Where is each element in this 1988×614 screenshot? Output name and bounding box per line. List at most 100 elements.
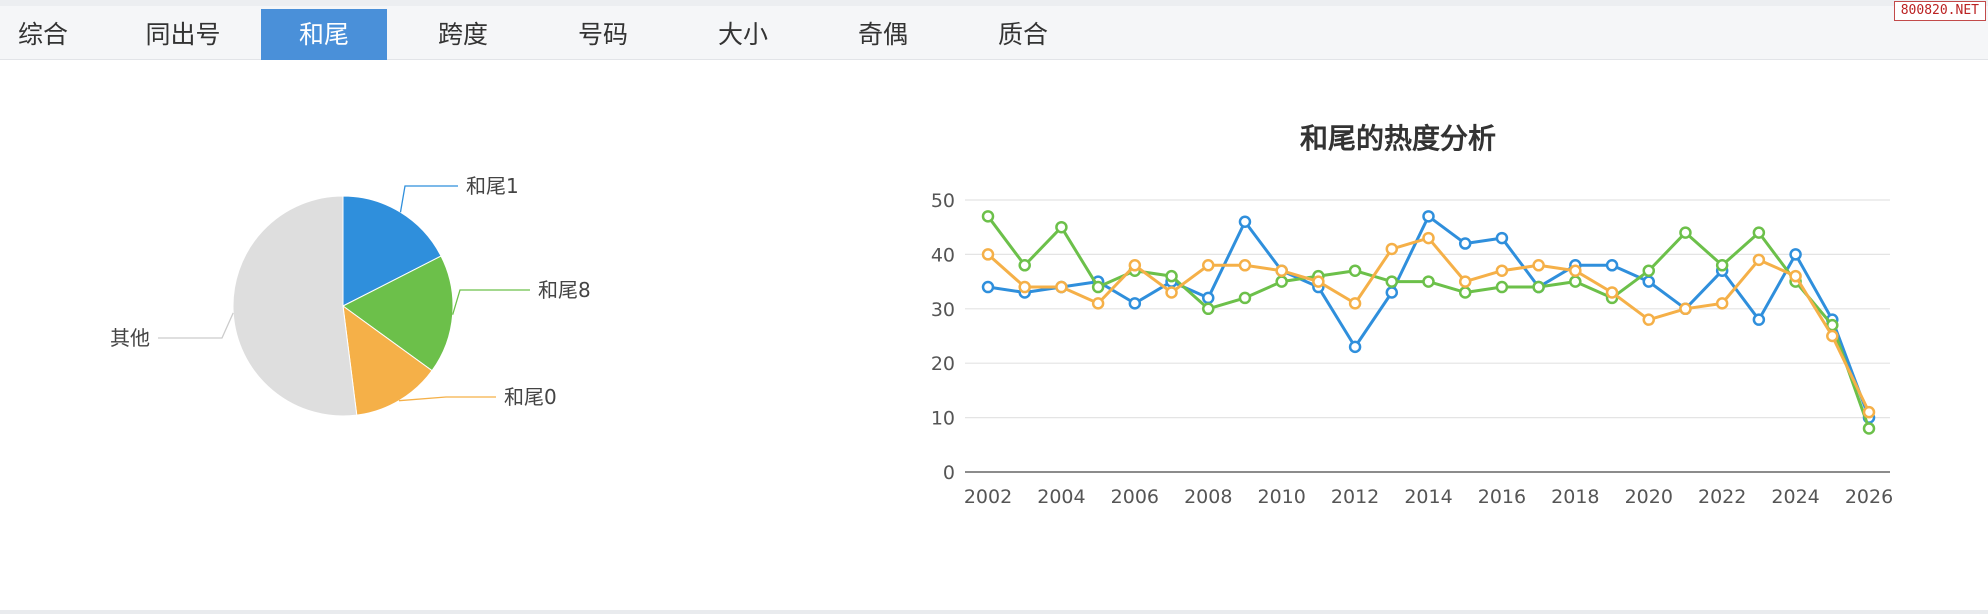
series-0-point-2023[interactable] — [1752, 313, 1766, 326]
series-0-point-2013[interactable] — [1385, 286, 1399, 299]
pie-slice-3[interactable] — [232, 195, 358, 417]
series-2-point-2026[interactable] — [1862, 405, 1876, 419]
series-2-point-2002[interactable] — [981, 248, 995, 261]
y-tick-10: 10 — [931, 408, 955, 430]
series-2-point-2022[interactable] — [1715, 297, 1729, 310]
series-line-1 — [986, 215, 1871, 429]
series-0-point-2006[interactable] — [1128, 297, 1142, 310]
series-2-point-2021[interactable] — [1679, 302, 1692, 316]
series-1-point-2002[interactable] — [981, 210, 995, 223]
series-1-point-2004[interactable] — [1055, 220, 1068, 234]
series-1-point-2012[interactable] — [1348, 264, 1362, 277]
series-2-point-2014[interactable] — [1422, 231, 1435, 245]
x-tick-2012: 2012 — [1331, 486, 1379, 508]
x-tick-2002: 2002 — [964, 486, 1012, 508]
series-line-2 — [987, 236, 1871, 413]
series-2-point-2009[interactable] — [1238, 259, 1252, 272]
y-tick-50: 50 — [931, 190, 955, 212]
series-2-point-2005[interactable] — [1091, 297, 1105, 310]
x-tick-2010: 2010 — [1257, 486, 1305, 508]
tab-daxiao[interactable]: 大小 — [717, 20, 768, 49]
pie-label-3: 其他 — [110, 326, 150, 350]
tab-hewei[interactable]: 和尾 — [261, 9, 387, 60]
series-1-point-2022[interactable] — [1715, 259, 1729, 272]
pie-label-0: 和尾1 — [466, 174, 519, 198]
x-tick-2014: 2014 — [1404, 486, 1452, 508]
series-2-point-2013[interactable] — [1385, 242, 1399, 256]
x-tick-2020: 2020 — [1625, 486, 1673, 508]
pie-chart: 和尾1 和尾8 和尾0 其他 — [110, 174, 591, 417]
series-0-point-2020[interactable] — [1642, 275, 1655, 288]
x-tick-2024: 2024 — [1771, 486, 1819, 508]
series-1-point-2018[interactable] — [1569, 275, 1582, 288]
series-2-point-2015[interactable] — [1458, 275, 1472, 288]
line-chart-title: 和尾的热度分析 — [1300, 122, 1496, 155]
series-1-point-2023[interactable] — [1752, 226, 1766, 239]
tab-kuadu[interactable]: 跨度 — [437, 20, 488, 49]
series-0-point-2012[interactable] — [1348, 340, 1362, 354]
pie-label-1: 和尾8 — [538, 278, 591, 302]
site-watermark: 800820.NET — [1893, 1, 1986, 21]
tab-zhihe[interactable]: 质合 — [997, 20, 1048, 49]
series-2-point-2011[interactable] — [1312, 275, 1325, 288]
series-1-point-2013[interactable] — [1385, 275, 1399, 288]
series-1-point-2007[interactable] — [1165, 269, 1178, 283]
pie-leader-line-1 — [452, 289, 530, 315]
series-line-0 — [987, 214, 1871, 419]
x-tick-2022: 2022 — [1698, 486, 1746, 508]
y-tick-30: 30 — [931, 299, 955, 321]
series-0-point-2008[interactable] — [1202, 291, 1215, 305]
series-2-point-2018[interactable] — [1569, 264, 1582, 277]
series-2-point-2010[interactable] — [1275, 264, 1288, 277]
series-2-point-2012[interactable] — [1348, 297, 1362, 310]
series-0-point-2015[interactable] — [1458, 237, 1472, 250]
y-tick-0: 0 — [943, 462, 955, 484]
pie-label-2: 和尾0 — [504, 385, 557, 409]
series-1-point-2026[interactable] — [1862, 422, 1876, 435]
tab-zonghe[interactable]: 综合 — [17, 20, 68, 49]
series-0-point-2009[interactable] — [1238, 215, 1252, 229]
series-2-point-2017[interactable] — [1532, 259, 1545, 272]
series-1-point-2017[interactable] — [1532, 280, 1545, 294]
series-0-point-2014[interactable] — [1422, 210, 1435, 223]
series-0-point-2016[interactable] — [1495, 231, 1509, 245]
pie-leader-line-0 — [399, 185, 458, 213]
pie-leader-line-2 — [398, 396, 496, 402]
series-1-point-2014[interactable] — [1422, 275, 1435, 288]
pie-leader-line-3 — [158, 312, 234, 339]
series-0-point-2002[interactable] — [981, 280, 995, 294]
tab-bar: 综合 同出号 和尾 跨度 号码 大小 奇偶 质合 — [0, 0, 1988, 60]
tab-tongchuhao[interactable]: 同出号 — [145, 20, 221, 49]
series-0-point-2024[interactable] — [1789, 248, 1802, 261]
series-2-point-2020[interactable] — [1642, 313, 1655, 326]
series-2-point-2008[interactable] — [1202, 259, 1215, 272]
series-1-point-2021[interactable] — [1679, 226, 1692, 239]
series-2-point-2004[interactable] — [1055, 280, 1068, 294]
tab-haoma[interactable]: 号码 — [577, 20, 628, 49]
series-2-point-2003[interactable] — [1018, 280, 1031, 294]
y-tick-40: 40 — [931, 244, 955, 266]
series-1-point-2008[interactable] — [1202, 302, 1215, 316]
series-1-point-2010[interactable] — [1275, 275, 1288, 288]
series-0-point-2019[interactable] — [1605, 259, 1619, 272]
bottom-divider — [0, 610, 1988, 614]
x-tick-2026: 2026 — [1845, 486, 1893, 508]
series-1-point-2003[interactable] — [1018, 259, 1031, 272]
x-tick-2008: 2008 — [1184, 486, 1232, 508]
series-2-point-2007[interactable] — [1165, 286, 1178, 299]
series-1-point-2020[interactable] — [1642, 264, 1655, 277]
series-2-point-2016[interactable] — [1495, 264, 1509, 277]
x-tick-2016: 2016 — [1478, 486, 1526, 508]
series-2-point-2025[interactable] — [1826, 329, 1839, 343]
line-chart: 和尾的热度分析 0 10 20 30 40 50 2002 2004 2006 2008 2010 20… — [931, 122, 1893, 508]
pie-slice-2[interactable] — [342, 304, 433, 416]
series-2-point-2019[interactable] — [1605, 286, 1619, 299]
tab-qiou[interactable]: 奇偶 — [857, 20, 908, 49]
series-1-point-2009[interactable] — [1238, 291, 1252, 305]
series-1-point-2015[interactable] — [1458, 286, 1472, 299]
series-2-point-2006[interactable] — [1128, 259, 1142, 272]
series-2-point-2024[interactable] — [1789, 269, 1802, 283]
series-2-point-2023[interactable] — [1752, 253, 1766, 267]
series-1-point-2005[interactable] — [1091, 280, 1105, 294]
series-1-point-2016[interactable] — [1495, 280, 1509, 294]
